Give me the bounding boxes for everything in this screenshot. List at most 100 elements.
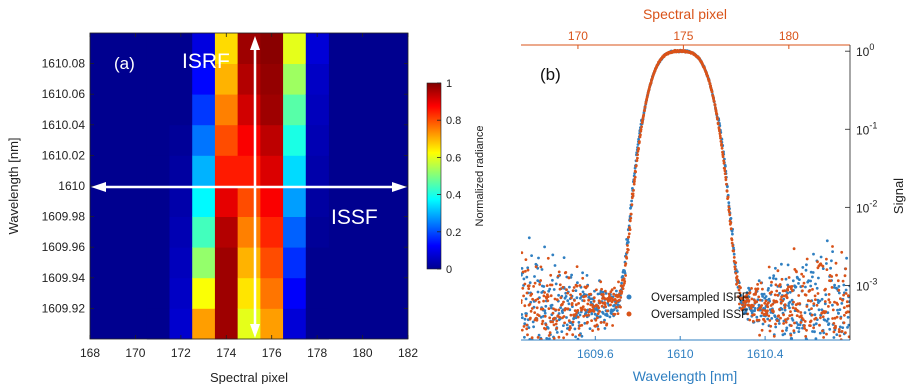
issf-point	[737, 288, 741, 292]
isrf-point	[825, 319, 829, 323]
issf-point	[566, 291, 570, 295]
isrf-point	[554, 282, 558, 286]
scatter-top-axis-label: Spectral pixel	[643, 6, 727, 22]
isrf-point	[576, 281, 579, 285]
issf-point	[528, 302, 532, 306]
isrf-point	[831, 250, 834, 254]
isrf-point	[770, 317, 774, 320]
isrf-point	[785, 328, 788, 332]
scatter-y-tick-label: 10-2	[856, 198, 877, 215]
issf-point	[752, 313, 756, 316]
issf-point	[735, 275, 739, 278]
isrf-point	[750, 311, 754, 315]
heatmap-cell	[305, 63, 329, 95]
issf-point	[809, 324, 812, 327]
heatmap-cell	[214, 216, 239, 248]
isrf-point	[786, 263, 790, 267]
scatter-y-tick-label: 10-3	[856, 276, 877, 293]
issf-point	[839, 317, 843, 320]
issf-point	[526, 333, 529, 337]
issf-point	[725, 189, 729, 193]
scatter-points	[521, 48, 850, 340]
issf-point	[629, 216, 633, 220]
issf-point	[751, 319, 755, 323]
isrf-point	[753, 307, 757, 310]
issf-point	[736, 278, 740, 282]
isrf-point	[576, 337, 580, 340]
issf-point	[769, 324, 773, 328]
issf-point	[730, 241, 734, 245]
issf-point	[622, 277, 626, 281]
isrf-point	[560, 330, 564, 333]
issf-point	[541, 307, 545, 311]
issf-point	[716, 117, 719, 121]
scatter-top-tick-label: 170	[568, 29, 588, 43]
issf-point	[534, 316, 538, 320]
heatmap-cell	[192, 124, 216, 156]
issf-point	[759, 281, 763, 285]
issf-point	[779, 301, 783, 305]
issf-point	[734, 271, 738, 275]
colorbar-tick-label: 0.6	[446, 152, 461, 164]
issf-point	[575, 311, 579, 314]
isrf-point	[547, 289, 551, 293]
isrf-point	[521, 267, 524, 270]
issf-point	[755, 318, 759, 322]
isrf-point	[585, 274, 589, 277]
issf-point	[761, 308, 765, 312]
issf-point	[584, 294, 587, 298]
isrf-point	[613, 303, 616, 307]
issf-point	[581, 305, 585, 309]
isrf-point	[815, 286, 819, 290]
issf-point	[841, 298, 844, 302]
issf-point	[729, 227, 733, 231]
isrf-point	[814, 322, 818, 326]
isrf-point	[571, 323, 575, 327]
isrf-point	[626, 240, 630, 244]
issf-point	[569, 293, 572, 297]
issf-point	[526, 268, 530, 272]
issf-point	[821, 264, 825, 268]
issf-point	[837, 330, 841, 334]
isrf-point	[620, 281, 623, 285]
issf-point	[831, 245, 834, 248]
legend-label-isrf: Oversampled ISRF	[651, 292, 749, 304]
issf-point	[557, 308, 561, 312]
heatmap-y-tick-label: 1609.96	[42, 240, 86, 254]
isrf-point	[809, 279, 812, 283]
isrf-point	[759, 314, 763, 318]
issf-point	[833, 300, 836, 304]
isrf-point	[774, 266, 777, 270]
heatmap-cell	[283, 247, 307, 279]
issf-point	[844, 267, 848, 271]
issf-point	[547, 307, 551, 310]
issf-point	[755, 300, 759, 303]
isrf-point	[755, 315, 759, 319]
heatmap-cell	[192, 33, 216, 64]
issf-point	[530, 307, 534, 310]
issf-point	[554, 322, 558, 326]
issf-point	[644, 100, 648, 104]
isrf-point	[573, 327, 577, 331]
isrf-point	[797, 330, 801, 333]
issf-point	[783, 303, 787, 307]
isrf-point	[812, 252, 815, 256]
issf-point	[538, 283, 542, 286]
scatter-x-tick-label: 1609.6	[577, 347, 614, 361]
issf-point	[737, 295, 740, 299]
isrf-point	[548, 337, 551, 340]
issf-point	[557, 270, 561, 274]
isrf-point	[570, 273, 573, 277]
colorbar-ticks: 0 0.2 0.4 0.6 0.8 1	[437, 78, 461, 276]
issf-point	[838, 334, 842, 338]
issf-point	[542, 294, 546, 298]
issf-point	[762, 318, 766, 321]
heatmap-y-tick-label: 1609.94	[42, 271, 86, 285]
issf-point	[597, 306, 601, 310]
issf-point	[553, 297, 557, 301]
legend-marker-isrf	[626, 294, 632, 300]
issf-point	[810, 313, 814, 317]
heatmap-cell	[237, 94, 261, 126]
legend: Oversampled ISRF Oversampled ISSF	[626, 292, 749, 321]
issf-point	[586, 302, 590, 306]
